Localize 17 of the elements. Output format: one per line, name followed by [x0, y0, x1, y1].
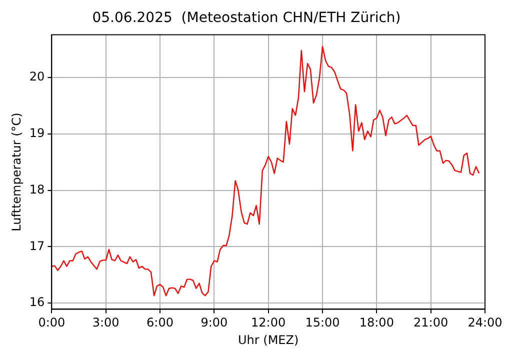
y-axis-title: Lufttemperatur (°C) — [9, 112, 24, 232]
chart-title: 05.06.2025 (Meteostation CHN/ETH Zürich) — [92, 10, 401, 26]
x-tick-label: 12:00 — [251, 316, 286, 330]
x-tick-label: 24:00 — [468, 316, 502, 330]
x-tick-label: 15:00 — [305, 316, 340, 330]
y-tick-label: 19 — [29, 126, 45, 140]
x-tick-label: 3:00 — [92, 316, 120, 330]
x-tick-label: 0:00 — [38, 316, 66, 330]
x-tick-label: 6:00 — [146, 316, 174, 330]
y-tick-label: 17 — [29, 238, 45, 253]
y-tick-label: 18 — [29, 182, 45, 196]
x-tick-label: 9:00 — [200, 316, 228, 330]
x-axis-title: Uhr (MEZ) — [238, 332, 299, 347]
x-tick-label: 21:00 — [414, 316, 448, 330]
x-tick-label: 18:00 — [359, 316, 394, 330]
y-tick-label: 16 — [29, 295, 45, 310]
y-tick-label: 20 — [29, 70, 45, 84]
